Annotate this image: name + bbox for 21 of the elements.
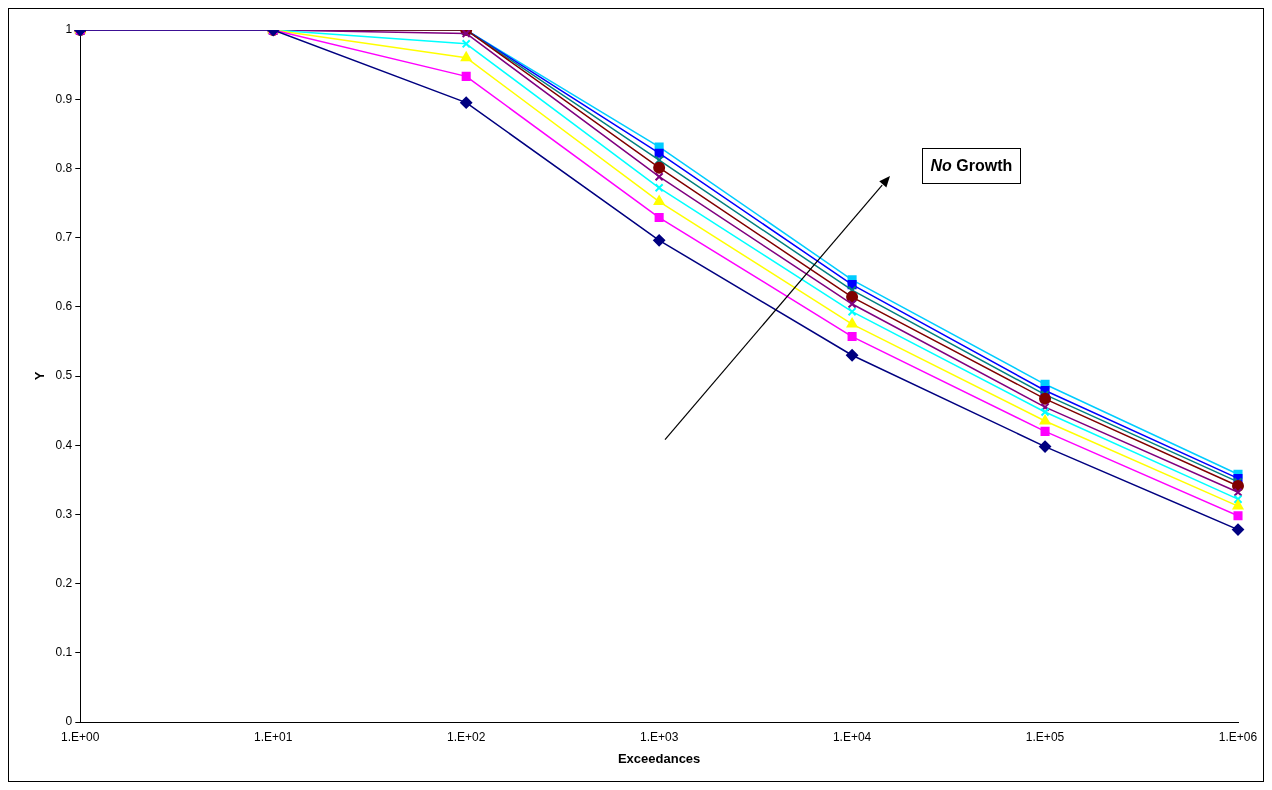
y-tick-label: 0.6 bbox=[55, 299, 73, 314]
y-tick-label: 1 bbox=[65, 22, 73, 37]
y-tick-label: 0.8 bbox=[55, 160, 73, 175]
y-tick-label: 0 bbox=[65, 714, 73, 729]
x-tick-label: 1.E+03 bbox=[639, 729, 679, 744]
x-tick-label: 1.E+06 bbox=[1218, 729, 1258, 744]
y-tick-label: 0.9 bbox=[55, 91, 73, 106]
y-tick-label: 0.1 bbox=[55, 645, 73, 660]
y-tick-label: 0.3 bbox=[55, 506, 73, 521]
y-tick-label: 0.4 bbox=[55, 437, 73, 452]
x-tick-label: 1.E+01 bbox=[254, 729, 293, 744]
x-tick-label: 1.E+00 bbox=[61, 729, 100, 744]
x-axis-title: Exceedances bbox=[617, 750, 701, 766]
y-axis-title: Y bbox=[32, 371, 48, 381]
y-tick-label: 0.2 bbox=[55, 575, 73, 590]
annotation: No Growth bbox=[921, 147, 1022, 184]
x-tick-label: 1.E+04 bbox=[832, 729, 872, 744]
y-tick-label: 0.5 bbox=[55, 368, 73, 383]
x-tick-label: 1.E+02 bbox=[447, 729, 486, 744]
x-tick-label: 1.E+05 bbox=[1025, 729, 1065, 744]
y-tick-label: 0.7 bbox=[55, 229, 73, 244]
